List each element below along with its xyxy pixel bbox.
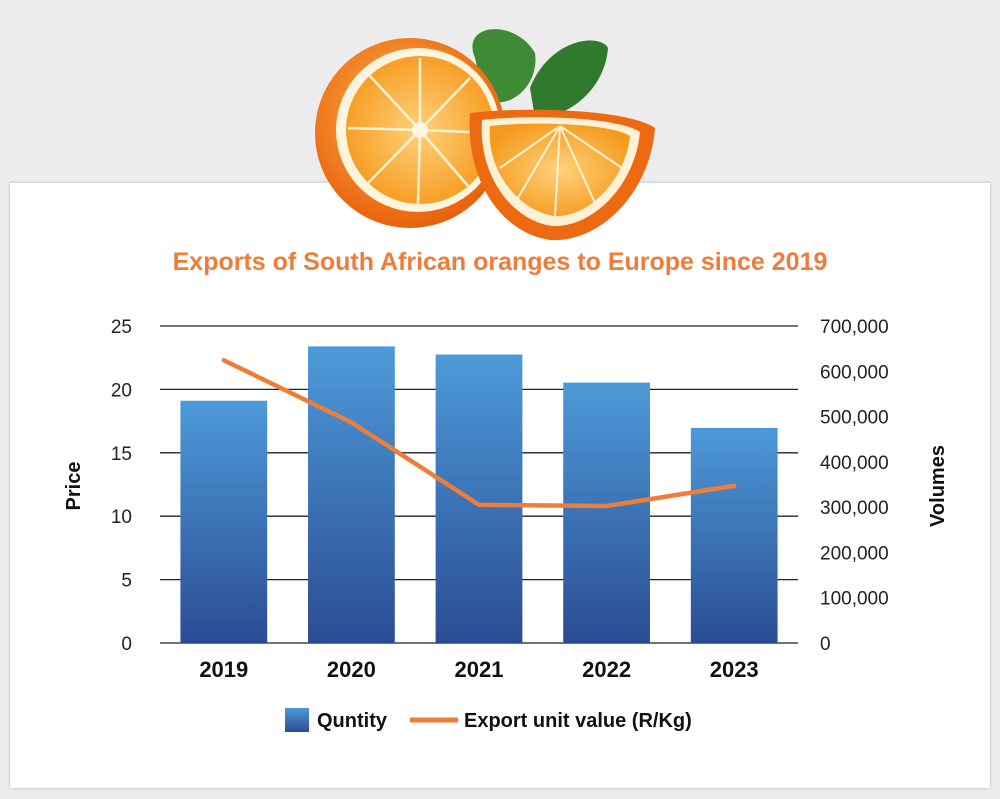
y-tick-label: 5 xyxy=(121,571,132,592)
y-tick-label: 10 xyxy=(111,507,132,528)
y2-axis-label: Volumes xyxy=(927,445,949,527)
y2-tick-label: 500,000 xyxy=(820,408,889,429)
y2-tick-label: 300,000 xyxy=(820,498,889,519)
bar xyxy=(180,400,268,643)
x-tick-label: 2022 xyxy=(582,657,631,682)
y2-tick-label: 0 xyxy=(820,634,831,655)
bar xyxy=(308,346,395,643)
bar xyxy=(563,382,650,643)
legend-label-export-value: Export unit value (R/Kg) xyxy=(464,710,692,732)
y-tick-label: 15 xyxy=(111,444,132,465)
x-tick-label: 2020 xyxy=(327,657,376,682)
bar xyxy=(690,427,778,643)
y2-tick-label: 700,000 xyxy=(820,317,889,338)
y2-tick-label: 400,000 xyxy=(820,453,889,474)
legend: Quntity Export unit value (R/Kg) xyxy=(285,708,692,732)
y2-tick-label: 100,000 xyxy=(820,589,889,610)
chart-title: Exports of South African oranges to Euro… xyxy=(172,248,828,276)
y-axis-label: Price xyxy=(63,462,85,511)
orange-fruit-illustration xyxy=(315,29,655,241)
y-tick-label: 0 xyxy=(121,634,132,655)
legend-swatch-quantity xyxy=(285,708,309,732)
y-tick-label: 20 xyxy=(111,380,132,401)
y2-tick-label: 600,000 xyxy=(820,362,889,383)
wedge-segments xyxy=(499,125,623,217)
bar xyxy=(435,354,523,643)
x-tick-label: 2023 xyxy=(710,657,759,682)
legend-label-quantity: Quntity xyxy=(317,710,388,732)
y2-tick-label: 200,000 xyxy=(820,543,889,564)
y-tick-label: 25 xyxy=(111,317,132,338)
x-tick-label: 2021 xyxy=(455,657,504,682)
leaf-right xyxy=(530,40,608,118)
x-tick-label: 2019 xyxy=(199,657,248,682)
